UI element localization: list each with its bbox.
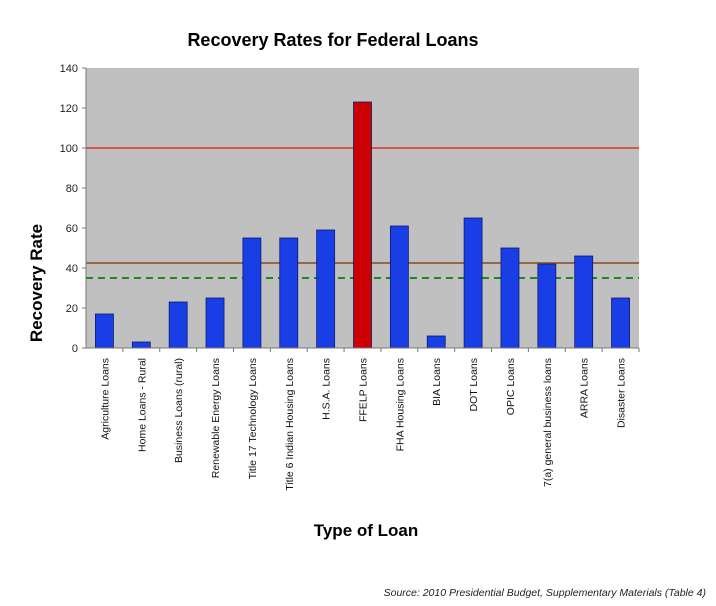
x-tick-label: Business Loans (rural) bbox=[173, 358, 185, 463]
bar bbox=[205, 297, 225, 349]
y-tick-label: 0 bbox=[72, 343, 78, 355]
bar bbox=[389, 225, 409, 349]
x-tick-label: Home Loans - Rural bbox=[136, 358, 148, 452]
y-tick-label: 140 bbox=[60, 63, 78, 75]
x-tick-label: 7(a) general business loans bbox=[542, 358, 554, 487]
x-tick-label: FFELP Loans bbox=[358, 358, 370, 422]
bar bbox=[279, 237, 299, 349]
x-tick-label: ARRA Loans bbox=[579, 358, 591, 418]
x-tick-label: Renewable Energy Loans bbox=[210, 358, 222, 478]
x-tick-label: Title 17 Technology Loans bbox=[247, 358, 259, 479]
bar bbox=[131, 341, 151, 349]
x-tick-label: Agriculture Loans bbox=[99, 358, 111, 440]
x-axis: Agriculture Loans Home Loans - Rural Busin… bbox=[86, 347, 640, 491]
bars bbox=[95, 101, 630, 349]
bar bbox=[316, 229, 336, 349]
x-tick-label: H.S.A. Loans bbox=[321, 358, 333, 420]
bar bbox=[353, 101, 372, 349]
x-tick-label: DOT Loans bbox=[468, 358, 480, 412]
x-tick-label: FHA Housing Loans bbox=[394, 358, 406, 451]
x-tick-label: Disaster Loans bbox=[616, 358, 628, 428]
bar bbox=[611, 297, 630, 349]
x-tick-label: OPIC Loans bbox=[505, 358, 517, 415]
y-tick-label: 20 bbox=[66, 303, 78, 315]
bar bbox=[500, 247, 520, 349]
x-tick-label: BIA Loans bbox=[431, 358, 443, 406]
y-axis-label: Recovery Rate bbox=[27, 224, 46, 342]
y-tick-label: 60 bbox=[66, 223, 78, 235]
y-axis: 0 20 40 60 80 100 120 140 bbox=[60, 63, 87, 355]
bar bbox=[537, 263, 557, 349]
chart-title: Recovery Rates for Federal Loans bbox=[187, 30, 478, 50]
source-note: Source: 2010 Presidential Budget, Supple… bbox=[384, 587, 706, 599]
y-tick-label: 80 bbox=[66, 183, 78, 195]
y-tick-label: 120 bbox=[60, 103, 78, 115]
bar bbox=[426, 335, 446, 349]
bar bbox=[168, 301, 188, 349]
y-tick-label: 40 bbox=[66, 263, 78, 275]
bar bbox=[95, 313, 114, 349]
bar bbox=[463, 217, 483, 349]
bar bbox=[242, 237, 262, 349]
x-tick-label: Title 6 Indian Housing Loans bbox=[284, 358, 296, 491]
y-tick-label: 100 bbox=[60, 143, 78, 155]
bar bbox=[574, 255, 594, 349]
x-axis-label: Type of Loan bbox=[314, 521, 419, 540]
